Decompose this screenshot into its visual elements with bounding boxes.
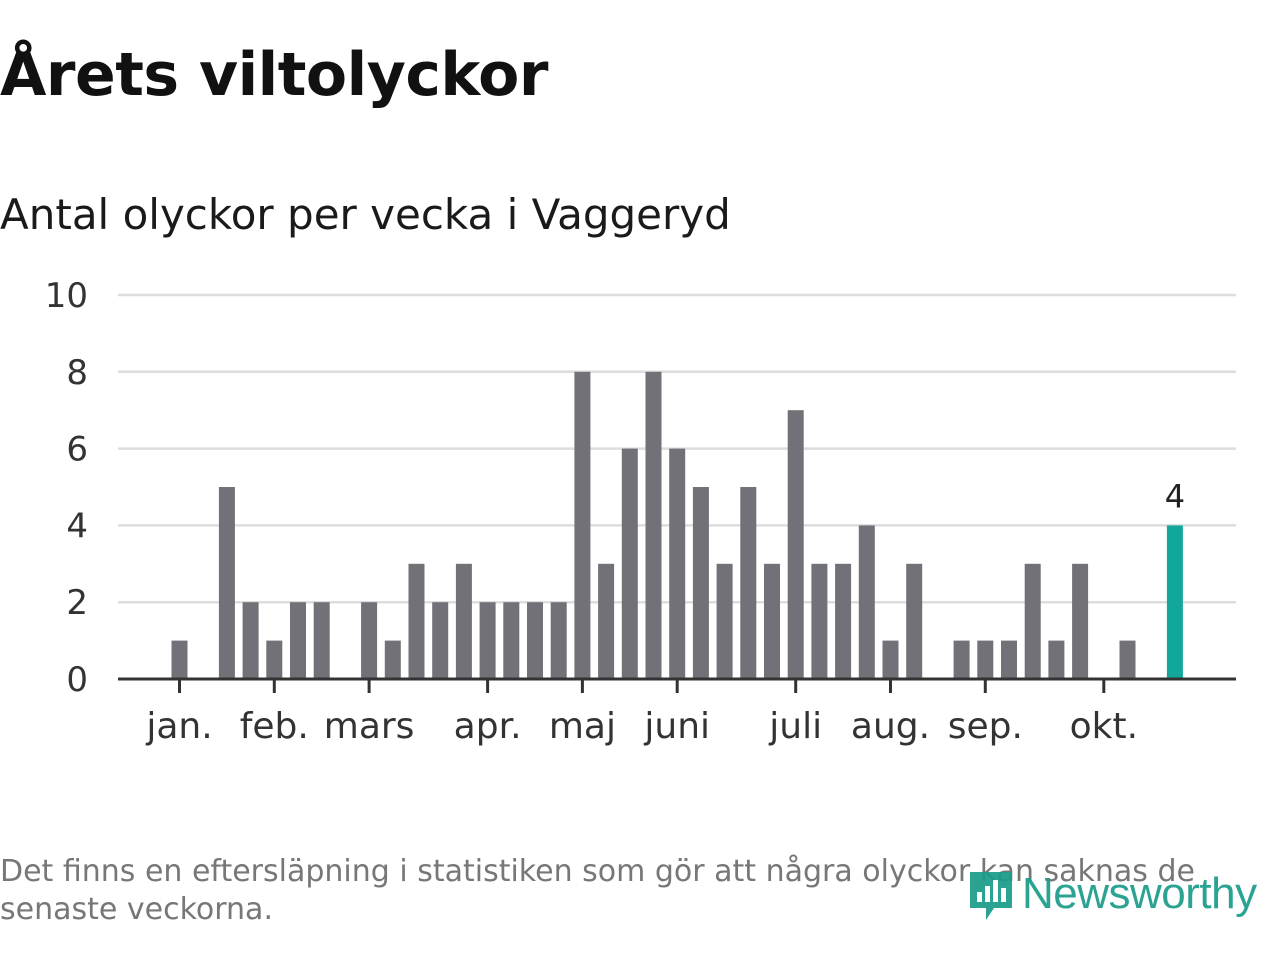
bar [692, 487, 709, 679]
y-tick-label: 8 [66, 353, 88, 393]
bar [1119, 640, 1136, 679]
x-tick-label: juni [643, 706, 710, 747]
x-tick-label: apr. [454, 706, 522, 747]
bar [882, 640, 899, 679]
y-tick-label: 2 [66, 583, 88, 623]
bar [313, 602, 330, 679]
bar [479, 602, 496, 679]
bar [858, 525, 875, 679]
x-tick-label: mars [324, 706, 415, 747]
bar [218, 487, 235, 679]
bar [290, 602, 306, 679]
x-tick-label: jan. [145, 706, 212, 747]
bar [787, 410, 804, 679]
bar [408, 563, 425, 679]
bar [527, 602, 543, 679]
bar [574, 371, 591, 679]
y-tick-label: 10 [45, 276, 88, 316]
x-tick-label: feb. [240, 706, 309, 747]
bar [906, 563, 923, 679]
x-tick-label: sep. [948, 706, 1023, 747]
y-tick-label: 4 [66, 506, 88, 546]
bar [266, 640, 283, 679]
newsworthy-logo: Newsworthy [966, 862, 1257, 926]
bar [242, 602, 259, 679]
bar [953, 640, 970, 679]
chart-subtitle: Antal olyckor per vecka i Vaggeryd [0, 190, 731, 239]
bar [835, 563, 852, 679]
bar [1072, 563, 1089, 679]
bar [716, 563, 733, 679]
logo-text: Newsworthy [1022, 869, 1257, 918]
bar [384, 640, 401, 679]
newsworthy-logo-icon [970, 872, 1012, 920]
bar [1024, 563, 1041, 679]
bar [1048, 640, 1065, 679]
bar [669, 448, 686, 679]
x-tick-label: aug. [851, 706, 930, 747]
bar [811, 563, 828, 679]
bar [977, 640, 994, 679]
highlight-bar [1166, 525, 1183, 679]
bar [503, 602, 520, 679]
y-tick-label: 6 [66, 430, 88, 470]
bar [645, 371, 662, 679]
bar [550, 602, 567, 679]
bar [598, 563, 615, 679]
bar [1001, 640, 1017, 679]
x-tick-label: okt. [1070, 706, 1138, 747]
x-tick-label: maj [549, 706, 616, 747]
bar [764, 563, 780, 679]
data-label: 4 [1165, 477, 1185, 515]
bar [432, 602, 449, 679]
y-tick-label: 0 [66, 660, 88, 700]
bar [171, 640, 188, 679]
x-tick-label: juli [768, 706, 822, 747]
bar-chart: 0 2 4 6 8 10 4 jan. feb. mars apr. maj juni juli aug. s… [45, 276, 1236, 747]
bar [361, 602, 378, 679]
bar [621, 448, 638, 679]
bar [455, 563, 472, 679]
chart-title: Årets viltolyckor [0, 40, 549, 110]
bar [740, 487, 757, 679]
